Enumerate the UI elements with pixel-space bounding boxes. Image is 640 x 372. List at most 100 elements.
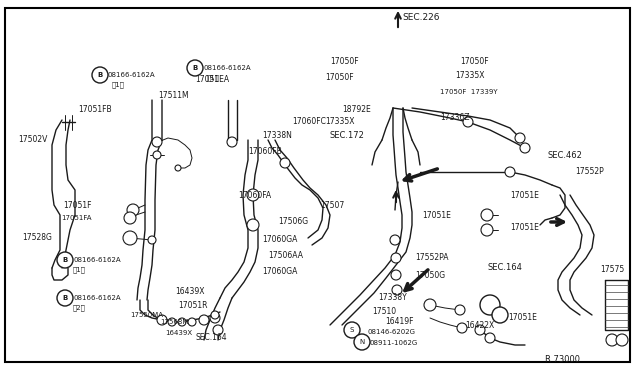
Text: 16439X: 16439X xyxy=(165,330,192,336)
Circle shape xyxy=(178,318,186,326)
Text: （2）: （2） xyxy=(73,305,86,311)
Text: 17335X: 17335X xyxy=(455,71,484,80)
Circle shape xyxy=(247,189,259,201)
Circle shape xyxy=(475,325,485,335)
Text: 17550MA: 17550MA xyxy=(130,312,163,318)
Circle shape xyxy=(57,290,73,306)
Text: 08146-6202G: 08146-6202G xyxy=(368,329,416,335)
Text: 17502V: 17502V xyxy=(18,135,47,144)
Circle shape xyxy=(227,137,237,147)
Circle shape xyxy=(152,137,162,147)
Text: 17552P: 17552P xyxy=(575,167,604,176)
Circle shape xyxy=(515,133,525,143)
Circle shape xyxy=(480,295,500,315)
Text: 17051E: 17051E xyxy=(510,224,539,232)
Text: B: B xyxy=(62,295,68,301)
Text: 16439X: 16439X xyxy=(175,288,205,296)
Text: 17051F: 17051F xyxy=(63,201,92,209)
Text: 17050F: 17050F xyxy=(325,74,354,83)
Text: SEC.164: SEC.164 xyxy=(195,334,227,343)
Text: 17051R: 17051R xyxy=(178,301,207,310)
Text: 17050G: 17050G xyxy=(415,270,445,279)
Text: 17507: 17507 xyxy=(320,201,344,209)
Circle shape xyxy=(505,167,515,177)
Text: 17338Y: 17338Y xyxy=(378,294,407,302)
Text: 17335X: 17335X xyxy=(325,118,355,126)
Circle shape xyxy=(424,299,436,311)
Text: 17506G: 17506G xyxy=(278,218,308,227)
Circle shape xyxy=(492,307,508,323)
Text: 17528G: 17528G xyxy=(22,234,52,243)
Text: B: B xyxy=(62,257,68,263)
Text: 17338N: 17338N xyxy=(262,131,292,140)
Circle shape xyxy=(153,151,161,159)
Text: 17051E: 17051E xyxy=(422,211,451,219)
Circle shape xyxy=(463,117,473,127)
Text: 17568M: 17568M xyxy=(160,319,188,325)
Circle shape xyxy=(455,305,465,315)
Circle shape xyxy=(148,236,156,244)
Text: 08166-6162A: 08166-6162A xyxy=(108,72,156,78)
Text: B: B xyxy=(97,72,102,78)
Text: 17575: 17575 xyxy=(600,266,624,275)
Circle shape xyxy=(175,165,181,171)
Text: SEC.462: SEC.462 xyxy=(548,151,583,160)
Text: S: S xyxy=(350,327,354,333)
Text: 08166-6162A: 08166-6162A xyxy=(73,257,120,263)
Text: SEC.226: SEC.226 xyxy=(402,13,440,22)
Text: 17336Z: 17336Z xyxy=(440,113,470,122)
Circle shape xyxy=(57,252,73,268)
Circle shape xyxy=(457,323,467,333)
Circle shape xyxy=(213,325,223,335)
Text: R 73000: R 73000 xyxy=(545,356,580,365)
Circle shape xyxy=(520,143,530,153)
Text: 17060GA: 17060GA xyxy=(262,235,298,244)
Circle shape xyxy=(485,333,495,343)
Text: 17051FA: 17051FA xyxy=(61,215,92,221)
Text: 17051FB: 17051FB xyxy=(78,106,111,115)
Text: SEC.172: SEC.172 xyxy=(330,131,365,140)
Circle shape xyxy=(124,212,136,224)
Circle shape xyxy=(210,313,220,323)
Text: 18792E: 18792E xyxy=(342,106,371,115)
Text: 17552PA: 17552PA xyxy=(415,253,449,263)
Circle shape xyxy=(391,253,401,263)
Text: 17506AA: 17506AA xyxy=(268,250,303,260)
Text: 17060GA: 17060GA xyxy=(262,267,298,276)
Text: 17050F  17339Y: 17050F 17339Y xyxy=(440,89,498,95)
Circle shape xyxy=(606,334,618,346)
Circle shape xyxy=(188,318,196,326)
Text: N: N xyxy=(360,339,365,345)
Text: 17060FA: 17060FA xyxy=(238,190,271,199)
Text: 16419F: 16419F xyxy=(385,317,413,327)
Text: 17051E: 17051E xyxy=(510,190,539,199)
Text: 17511M: 17511M xyxy=(158,90,189,99)
Circle shape xyxy=(168,318,176,326)
Circle shape xyxy=(616,334,628,346)
Circle shape xyxy=(127,204,139,216)
Circle shape xyxy=(157,315,167,325)
Circle shape xyxy=(481,209,493,221)
Text: 17510: 17510 xyxy=(372,308,396,317)
Circle shape xyxy=(92,67,108,83)
Text: 17050F: 17050F xyxy=(460,58,488,67)
Circle shape xyxy=(392,285,402,295)
Circle shape xyxy=(211,311,219,319)
Text: 08166-6162A: 08166-6162A xyxy=(73,295,120,301)
Text: 08166-6162A: 08166-6162A xyxy=(203,65,251,71)
Text: 17050F: 17050F xyxy=(330,58,358,67)
Text: 08911-1062G: 08911-1062G xyxy=(370,340,419,346)
Circle shape xyxy=(391,270,401,280)
Text: （1）: （1） xyxy=(207,75,220,81)
Circle shape xyxy=(344,322,360,338)
Circle shape xyxy=(481,224,493,236)
Circle shape xyxy=(280,158,290,168)
Circle shape xyxy=(187,60,203,76)
Circle shape xyxy=(354,334,370,350)
Circle shape xyxy=(123,231,137,245)
Text: （1）: （1） xyxy=(73,267,86,273)
Text: 16422X: 16422X xyxy=(465,321,494,330)
Circle shape xyxy=(199,315,209,325)
Text: 17060FC: 17060FC xyxy=(292,118,326,126)
Circle shape xyxy=(247,219,259,231)
